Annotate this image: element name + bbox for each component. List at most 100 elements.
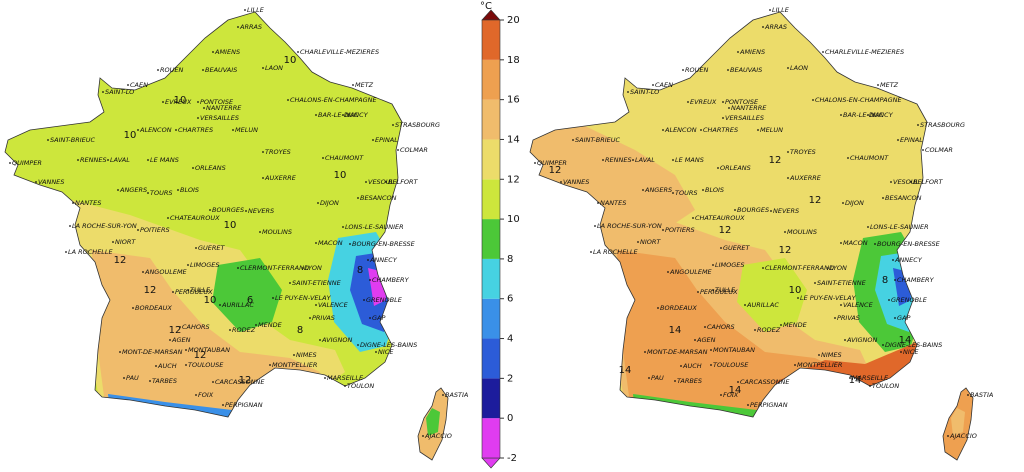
city-dot bbox=[212, 51, 214, 53]
city-label: STRASBOURG bbox=[920, 121, 965, 129]
city-dot bbox=[747, 404, 749, 406]
city-label: VANNES bbox=[563, 178, 589, 186]
city-label: TOULON bbox=[347, 382, 374, 390]
france-outline bbox=[4, 11, 403, 418]
colorbar-band bbox=[482, 99, 500, 140]
city-label: LA ROCHELLE bbox=[593, 248, 639, 256]
city-label: BOURG-EN-BRESSE bbox=[877, 240, 941, 248]
city-dot bbox=[349, 243, 351, 245]
city-dot bbox=[119, 351, 121, 353]
city-dot bbox=[910, 181, 912, 183]
city-dot bbox=[72, 202, 74, 204]
city-dot bbox=[102, 91, 104, 93]
city-dot bbox=[602, 159, 604, 161]
city-dot bbox=[322, 157, 324, 159]
city-label: BLOIS bbox=[705, 186, 724, 194]
city-label: VERSAILLES bbox=[725, 114, 764, 122]
colorbar-tick-label: 18 bbox=[507, 55, 520, 66]
city-dot bbox=[642, 189, 644, 191]
city-dot bbox=[195, 394, 197, 396]
city-dot bbox=[422, 435, 424, 437]
city-label: GAP bbox=[897, 314, 910, 322]
city-label: ANGOULEME bbox=[669, 268, 713, 276]
city-dot bbox=[244, 9, 246, 11]
city-dot bbox=[534, 162, 536, 164]
city-dot bbox=[179, 326, 181, 328]
city-label: LAVAL bbox=[110, 156, 130, 164]
city-label: CHAMBERY bbox=[372, 276, 410, 284]
city-dot bbox=[697, 291, 699, 293]
city-dot bbox=[255, 324, 257, 326]
city-dot bbox=[897, 139, 899, 141]
city-label: CARCASSONNE bbox=[740, 378, 790, 386]
city-label: ARRAS bbox=[239, 23, 262, 31]
city-dot bbox=[727, 69, 729, 71]
city-label: LAON bbox=[265, 64, 283, 72]
contour-label: 10 bbox=[204, 295, 217, 306]
city-label: CHAUMONT bbox=[325, 154, 364, 162]
city-dot bbox=[769, 9, 771, 11]
city-label: BORDEAUX bbox=[660, 304, 697, 312]
city-label: ALENCON bbox=[664, 126, 697, 134]
city-dot bbox=[219, 304, 221, 306]
city-label: CLERMONT-FERRAND bbox=[765, 264, 834, 272]
city-dot bbox=[844, 339, 846, 341]
colorbar-band bbox=[482, 179, 500, 220]
city-label: COLMAR bbox=[400, 146, 428, 154]
city-dot bbox=[712, 264, 714, 266]
city-label: PAU bbox=[126, 374, 139, 382]
city-dot bbox=[590, 251, 592, 253]
contour-label: 10 bbox=[334, 170, 347, 181]
city-label: LE MANS bbox=[675, 156, 704, 164]
city-dot bbox=[842, 202, 844, 204]
city-label: CAEN bbox=[655, 81, 673, 89]
city-dot bbox=[882, 344, 884, 346]
city-label: BEAUVAIS bbox=[205, 66, 237, 74]
city-label: CHATEAUROUX bbox=[170, 214, 220, 222]
city-label: GAP bbox=[372, 314, 385, 322]
city-label: ALENCON bbox=[139, 126, 172, 134]
city-label: LA ROCHE-SUR-YON bbox=[72, 222, 137, 230]
city-label: NICE bbox=[903, 348, 919, 356]
city-dot bbox=[315, 304, 317, 306]
city-label: MARSEILLE bbox=[852, 374, 889, 382]
city-label: BEAUVAIS bbox=[730, 66, 762, 74]
city-dot bbox=[728, 107, 730, 109]
city-label: LILLE bbox=[772, 6, 790, 14]
city-label: NANCY bbox=[345, 111, 369, 119]
city-label: CHATEAUROUX bbox=[695, 214, 745, 222]
contour-label: 12 bbox=[194, 350, 207, 361]
city-dot bbox=[232, 129, 234, 131]
city-label: DIGNE-LES-BAINS bbox=[360, 341, 417, 349]
city-dot bbox=[342, 226, 344, 228]
city-label: DIJON bbox=[845, 199, 864, 207]
contour-label: 10 bbox=[124, 130, 137, 141]
city-label: SAINT-ETIENNE bbox=[817, 279, 867, 287]
city-dot bbox=[894, 317, 896, 319]
city-label: PRIVAS bbox=[312, 314, 335, 322]
city-dot bbox=[560, 181, 562, 183]
city-dot bbox=[77, 159, 79, 161]
city-dot bbox=[657, 307, 659, 309]
city-label: GRENOBLE bbox=[366, 296, 403, 304]
city-dot bbox=[682, 69, 684, 71]
city-dot bbox=[155, 365, 157, 367]
city-dot bbox=[840, 242, 842, 244]
city-dot bbox=[692, 217, 694, 219]
contour-label: 12 bbox=[719, 225, 732, 236]
city-dot bbox=[922, 149, 924, 151]
city-dot bbox=[794, 364, 796, 366]
city-dot bbox=[259, 231, 261, 233]
city-label: LYON bbox=[830, 264, 847, 272]
city-dot bbox=[737, 381, 739, 383]
city-label: TULLE bbox=[715, 286, 736, 294]
contour-label: 14 bbox=[669, 325, 682, 336]
contour-label: 12 bbox=[239, 375, 252, 386]
city-label: ANNECY bbox=[894, 256, 923, 264]
contour-label: 6 bbox=[247, 295, 253, 306]
city-label: ROUEN bbox=[160, 66, 183, 74]
city-label: VANNES bbox=[38, 178, 64, 186]
contour-label: 8 bbox=[357, 265, 363, 276]
city-label: EPINAL bbox=[375, 136, 398, 144]
city-label: MONTAUBAN bbox=[713, 346, 755, 354]
